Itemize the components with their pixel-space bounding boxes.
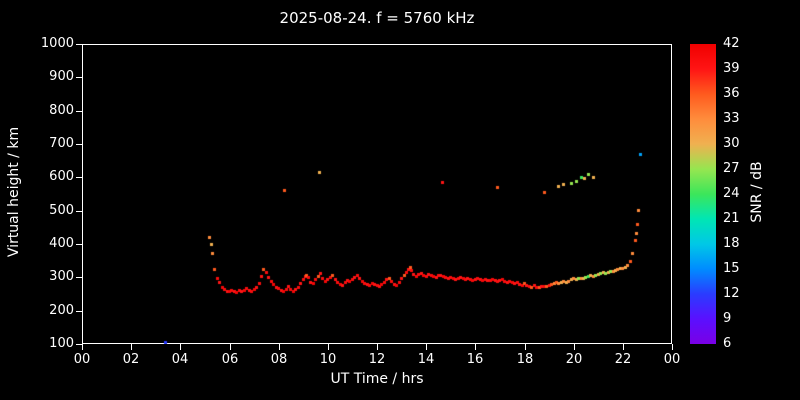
x-tick: [574, 344, 575, 350]
y-tick-label: 800: [49, 103, 74, 118]
y-axis-label: Virtual height / km: [6, 126, 22, 258]
y-tick-label: 500: [49, 203, 74, 218]
x-tick-label: 04: [171, 352, 189, 367]
x-tick: [672, 344, 673, 350]
colorbar-tick-label: 39: [723, 61, 740, 76]
y-tick-label: 100: [49, 336, 74, 351]
x-tick-label: 08: [270, 352, 288, 367]
colorbar-tick-label: 42: [723, 36, 740, 51]
y-tick-label: 600: [49, 169, 74, 184]
colorbar-tick-label: 33: [723, 111, 740, 126]
x-tick-label: 10: [319, 352, 337, 367]
y-tick-label: 400: [49, 236, 74, 251]
y-tick: [76, 44, 82, 45]
y-tick: [76, 211, 82, 212]
y-tick-label: 900: [49, 69, 74, 84]
colorbar-tick-label: 6: [723, 336, 732, 351]
y-tick: [76, 177, 82, 178]
colorbar-tick-label: 15: [723, 261, 740, 276]
x-tick: [82, 344, 83, 350]
scatter-points-canvas: [82, 44, 672, 344]
x-tick: [131, 344, 132, 350]
colorbar-tick-label: 27: [723, 161, 740, 176]
x-axis-label: UT Time / hrs: [330, 371, 424, 387]
x-tick: [623, 344, 624, 350]
x-tick: [180, 344, 181, 350]
x-tick-label: 22: [614, 352, 632, 367]
x-tick: [525, 344, 526, 350]
colorbar-tick-label: 24: [723, 186, 740, 201]
x-tick: [230, 344, 231, 350]
x-tick-label: 00: [73, 352, 91, 367]
y-tick: [76, 144, 82, 145]
y-tick: [76, 344, 82, 345]
y-tick-label: 300: [49, 269, 74, 284]
x-tick: [426, 344, 427, 350]
colorbar-tick-label: 30: [723, 136, 740, 151]
y-tick: [76, 311, 82, 312]
x-tick: [328, 344, 329, 350]
colorbar-tick-label: 36: [723, 86, 740, 101]
y-tick-label: 1000: [40, 36, 74, 51]
x-tick-label: 20: [565, 352, 583, 367]
y-tick: [76, 277, 82, 278]
colorbar-tick-label: 9: [723, 311, 732, 326]
x-tick: [279, 344, 280, 350]
chart-title: 2025-08-24. f = 5760 kHz: [279, 9, 475, 27]
colorbar-tick-label: 18: [723, 236, 740, 251]
x-tick-label: 06: [221, 352, 239, 367]
x-tick: [377, 344, 378, 350]
x-tick: [475, 344, 476, 350]
x-tick-label: 12: [368, 352, 386, 367]
y-tick: [76, 244, 82, 245]
x-tick-label: 02: [122, 352, 140, 367]
x-tick-label: 00: [663, 352, 681, 367]
y-tick-label: 200: [49, 303, 74, 318]
y-tick-label: 700: [49, 136, 74, 151]
y-tick: [76, 111, 82, 112]
x-tick-label: 18: [516, 352, 534, 367]
y-tick: [76, 77, 82, 78]
x-tick-label: 16: [466, 352, 484, 367]
colorbar-tick-label: 12: [723, 286, 740, 301]
x-tick-label: 14: [417, 352, 435, 367]
colorbar-tick-label: 21: [723, 211, 740, 226]
colorbar: [690, 44, 716, 344]
